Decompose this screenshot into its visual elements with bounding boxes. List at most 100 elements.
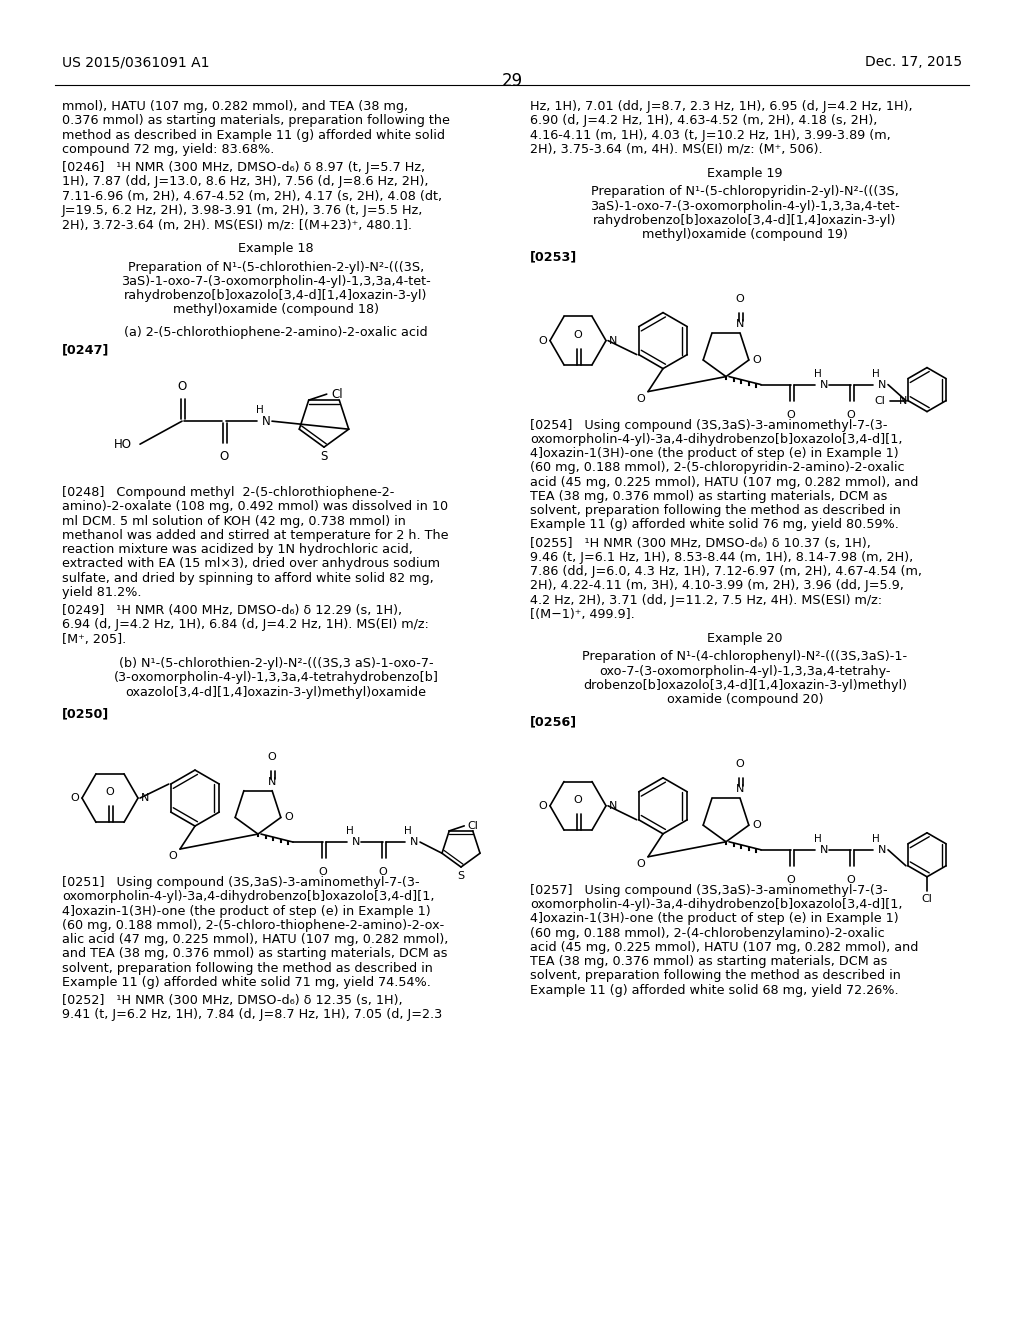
Text: O: O bbox=[786, 409, 796, 420]
Text: 3aS)-1-oxo-7-(3-oxomorpholin-4-yl)-1,3,3a,4-tet-: 3aS)-1-oxo-7-(3-oxomorpholin-4-yl)-1,3,3… bbox=[121, 275, 431, 288]
Text: [0251]   Using compound (3S,3aS)-3-aminomethyl-7-(3-: [0251] Using compound (3S,3aS)-3-aminome… bbox=[62, 876, 420, 890]
Text: Preparation of N¹-(4-chlorophenyl)-N²-(((3S,3aS)-1-: Preparation of N¹-(4-chlorophenyl)-N²-((… bbox=[583, 651, 907, 664]
Text: O: O bbox=[169, 851, 177, 861]
Text: H: H bbox=[346, 826, 354, 836]
Text: [0248]   Compound methyl  2-(5-chlorothiophene-2-: [0248] Compound methyl 2-(5-chlorothioph… bbox=[62, 486, 394, 499]
Text: 29: 29 bbox=[502, 73, 522, 90]
Text: O: O bbox=[267, 751, 276, 762]
Text: 7.11-6.96 (m, 2H), 4.67-4.52 (m, 2H), 4.17 (s, 2H), 4.08 (dt,: 7.11-6.96 (m, 2H), 4.67-4.52 (m, 2H), 4.… bbox=[62, 190, 442, 202]
Text: 6.94 (d, J=4.2 Hz, 1H), 6.84 (d, J=4.2 Hz, 1H). MS(EI) m/z:: 6.94 (d, J=4.2 Hz, 1H), 6.84 (d, J=4.2 H… bbox=[62, 619, 429, 631]
Text: N: N bbox=[820, 845, 828, 855]
Text: O: O bbox=[379, 867, 387, 876]
Text: N: N bbox=[736, 319, 744, 329]
Text: Hz, 1H), 7.01 (dd, J=8.7, 2.3 Hz, 1H), 6.95 (d, J=4.2 Hz, 1H),: Hz, 1H), 7.01 (dd, J=8.7, 2.3 Hz, 1H), 6… bbox=[530, 100, 912, 114]
Text: solvent, preparation following the method as described in: solvent, preparation following the metho… bbox=[530, 969, 901, 982]
Text: O: O bbox=[753, 355, 761, 366]
Text: J=19.5, 6.2 Hz, 2H), 3.98-3.91 (m, 2H), 3.76 (t, J=5.5 Hz,: J=19.5, 6.2 Hz, 2H), 3.98-3.91 (m, 2H), … bbox=[62, 203, 423, 216]
Text: oxomorpholin-4-yl)-3a,4-dihydrobenzo[b]oxazolo[3,4-d][1,: oxomorpholin-4-yl)-3a,4-dihydrobenzo[b]o… bbox=[530, 898, 902, 911]
Text: 4.16-4.11 (m, 1H), 4.03 (t, J=10.2 Hz, 1H), 3.99-3.89 (m,: 4.16-4.11 (m, 1H), 4.03 (t, J=10.2 Hz, 1… bbox=[530, 128, 891, 141]
Text: Cl: Cl bbox=[331, 388, 343, 401]
Text: N: N bbox=[268, 776, 276, 787]
Text: H: H bbox=[256, 405, 264, 416]
Text: sulfate, and dried by spinning to afford white solid 82 mg,: sulfate, and dried by spinning to afford… bbox=[62, 572, 434, 585]
Text: oxo-7-(3-oxomorpholin-4-yl)-1,3,3a,4-tetrahy-: oxo-7-(3-oxomorpholin-4-yl)-1,3,3a,4-tet… bbox=[599, 665, 891, 677]
Text: O: O bbox=[539, 801, 548, 810]
Text: H: H bbox=[814, 368, 822, 379]
Text: 9.41 (t, J=6.2 Hz, 1H), 7.84 (d, J=8.7 Hz, 1H), 7.05 (d, J=2.3: 9.41 (t, J=6.2 Hz, 1H), 7.84 (d, J=8.7 H… bbox=[62, 1008, 442, 1022]
Text: [0257]   Using compound (3S,3aS)-3-aminomethyl-7-(3-: [0257] Using compound (3S,3aS)-3-aminome… bbox=[530, 884, 888, 896]
Text: Example 19: Example 19 bbox=[708, 168, 782, 180]
Text: acid (45 mg, 0.225 mmol), HATU (107 mg, 0.282 mmol), and: acid (45 mg, 0.225 mmol), HATU (107 mg, … bbox=[530, 475, 919, 488]
Text: Preparation of N¹-(5-chloropyridin-2-yl)-N²-(((3S,: Preparation of N¹-(5-chloropyridin-2-yl)… bbox=[591, 185, 899, 198]
Text: 6.90 (d, J=4.2 Hz, 1H), 4.63-4.52 (m, 2H), 4.18 (s, 2H),: 6.90 (d, J=4.2 Hz, 1H), 4.63-4.52 (m, 2H… bbox=[530, 115, 878, 127]
Text: [0249]   ¹H NMR (400 MHz, DMSO-d₆) δ 12.29 (s, 1H),: [0249] ¹H NMR (400 MHz, DMSO-d₆) δ 12.29… bbox=[62, 605, 402, 618]
Text: mmol), HATU (107 mg, 0.282 mmol), and TEA (38 mg,: mmol), HATU (107 mg, 0.282 mmol), and TE… bbox=[62, 100, 409, 114]
Text: N: N bbox=[878, 380, 886, 389]
Text: HO: HO bbox=[114, 438, 132, 450]
Text: Example 18: Example 18 bbox=[239, 243, 313, 255]
Text: (3-oxomorpholin-4-yl)-1,3,3a,4-tetrahydrobenzo[b]: (3-oxomorpholin-4-yl)-1,3,3a,4-tetrahydr… bbox=[114, 672, 438, 684]
Text: O: O bbox=[735, 294, 744, 304]
Text: O: O bbox=[539, 335, 548, 346]
Text: rahydrobenzo[b]oxazolo[3,4-d][1,4]oxazin-3-yl): rahydrobenzo[b]oxazolo[3,4-d][1,4]oxazin… bbox=[124, 289, 428, 302]
Text: 2H), 4.22-4.11 (m, 3H), 4.10-3.99 (m, 2H), 3.96 (dd, J=5.9,: 2H), 4.22-4.11 (m, 3H), 4.10-3.99 (m, 2H… bbox=[530, 579, 904, 593]
Text: and TEA (38 mg, 0.376 mmol) as starting materials, DCM as: and TEA (38 mg, 0.376 mmol) as starting … bbox=[62, 948, 447, 961]
Text: methyl)oxamide (compound 19): methyl)oxamide (compound 19) bbox=[642, 228, 848, 242]
Text: reaction mixture was acidized by 1N hydrochloric acid,: reaction mixture was acidized by 1N hydr… bbox=[62, 544, 413, 556]
Text: Example 11 (g) afforded white solid 71 mg, yield 74.54%.: Example 11 (g) afforded white solid 71 m… bbox=[62, 975, 431, 989]
Text: (60 mg, 0.188 mmol), 2-(5-chloropyridin-2-amino)-2-oxalic: (60 mg, 0.188 mmol), 2-(5-chloropyridin-… bbox=[530, 462, 904, 474]
Text: [(M−1)⁺, 499.9].: [(M−1)⁺, 499.9]. bbox=[530, 609, 635, 620]
Text: (b) N¹-(5-chlorothien-2-yl)-N²-(((3S,3 aS)-1-oxo-7-: (b) N¹-(5-chlorothien-2-yl)-N²-(((3S,3 a… bbox=[119, 657, 433, 671]
Text: N: N bbox=[352, 837, 360, 847]
Text: methanol was added and stirred at temperature for 2 h. The: methanol was added and stirred at temper… bbox=[62, 529, 449, 543]
Text: Example 20: Example 20 bbox=[708, 632, 782, 645]
Text: 4]oxazin-1(3H)-one (the product of step (e) in Example 1): 4]oxazin-1(3H)-one (the product of step … bbox=[62, 904, 431, 917]
Text: Cl: Cl bbox=[468, 821, 478, 830]
Text: O: O bbox=[637, 393, 645, 404]
Text: 2H), 3.72-3.64 (m, 2H). MS(ESI) m/z: [(M+23)⁺, 480.1].: 2H), 3.72-3.64 (m, 2H). MS(ESI) m/z: [(M… bbox=[62, 218, 412, 231]
Text: 4]oxazin-1(3H)-one (the product of step (e) in Example 1): 4]oxazin-1(3H)-one (the product of step … bbox=[530, 447, 899, 461]
Text: [0255]   ¹H NMR (300 MHz, DMSO-d₆) δ 10.37 (s, 1H),: [0255] ¹H NMR (300 MHz, DMSO-d₆) δ 10.37… bbox=[530, 537, 870, 549]
Text: H: H bbox=[872, 368, 880, 379]
Text: N: N bbox=[410, 837, 418, 847]
Text: (60 mg, 0.188 mmol), 2-(5-chloro-thiophene-2-amino)-2-ox-: (60 mg, 0.188 mmol), 2-(5-chloro-thiophe… bbox=[62, 919, 444, 932]
Text: Dec. 17, 2015: Dec. 17, 2015 bbox=[865, 55, 962, 69]
Text: TEA (38 mg, 0.376 mmol) as starting materials, DCM as: TEA (38 mg, 0.376 mmol) as starting mate… bbox=[530, 956, 888, 968]
Text: Cl: Cl bbox=[922, 894, 933, 904]
Text: H: H bbox=[404, 826, 412, 836]
Text: O: O bbox=[105, 787, 115, 797]
Text: (60 mg, 0.188 mmol), 2-(4-chlorobenzylamino)-2-oxalic: (60 mg, 0.188 mmol), 2-(4-chlorobenzylam… bbox=[530, 927, 885, 940]
Text: [0256]: [0256] bbox=[530, 715, 578, 729]
Text: 4]oxazin-1(3H)-one (the product of step (e) in Example 1): 4]oxazin-1(3H)-one (the product of step … bbox=[530, 912, 899, 925]
Text: O: O bbox=[71, 793, 80, 803]
Text: N: N bbox=[141, 793, 150, 803]
Text: O: O bbox=[573, 795, 583, 805]
Text: Cl: Cl bbox=[874, 396, 886, 405]
Text: ml DCM. 5 ml solution of KOH (42 mg, 0.738 mmol) in: ml DCM. 5 ml solution of KOH (42 mg, 0.7… bbox=[62, 515, 406, 528]
Text: [M⁺, 205].: [M⁺, 205]. bbox=[62, 632, 126, 645]
Text: [0246]   ¹H NMR (300 MHz, DMSO-d₆) δ 8.97 (t, J=5.7 Hz,: [0246] ¹H NMR (300 MHz, DMSO-d₆) δ 8.97 … bbox=[62, 161, 425, 174]
Text: oxamide (compound 20): oxamide (compound 20) bbox=[667, 693, 823, 706]
Text: Example 11 (g) afforded white solid 68 mg, yield 72.26%.: Example 11 (g) afforded white solid 68 m… bbox=[530, 983, 899, 997]
Text: yield 81.2%.: yield 81.2%. bbox=[62, 586, 141, 599]
Text: N: N bbox=[609, 335, 617, 346]
Text: Example 11 (g) afforded white solid 76 mg, yield 80.59%.: Example 11 (g) afforded white solid 76 m… bbox=[530, 519, 899, 532]
Text: O: O bbox=[177, 380, 186, 392]
Text: (a) 2-(5-chlorothiophene-2-amino)-2-oxalic acid: (a) 2-(5-chlorothiophene-2-amino)-2-oxal… bbox=[124, 326, 428, 339]
Text: H: H bbox=[872, 834, 880, 843]
Text: TEA (38 mg, 0.376 mmol) as starting materials, DCM as: TEA (38 mg, 0.376 mmol) as starting mate… bbox=[530, 490, 888, 503]
Text: N: N bbox=[609, 801, 617, 810]
Text: N: N bbox=[261, 414, 270, 428]
Text: 9.46 (t, J=6.1 Hz, 1H), 8.53-8.44 (m, 1H), 8.14-7.98 (m, 2H),: 9.46 (t, J=6.1 Hz, 1H), 8.53-8.44 (m, 1H… bbox=[530, 550, 913, 564]
Text: O: O bbox=[847, 875, 855, 884]
Text: S: S bbox=[458, 871, 465, 880]
Text: methyl)oxamide (compound 18): methyl)oxamide (compound 18) bbox=[173, 304, 379, 317]
Text: US 2015/0361091 A1: US 2015/0361091 A1 bbox=[62, 55, 210, 69]
Text: oxomorpholin-4-yl)-3a,4-dihydrobenzo[b]oxazolo[3,4-d][1,: oxomorpholin-4-yl)-3a,4-dihydrobenzo[b]o… bbox=[530, 433, 902, 446]
Text: O: O bbox=[219, 450, 228, 462]
Text: oxazolo[3,4-d][1,4]oxazin-3-yl)methyl)oxamide: oxazolo[3,4-d][1,4]oxazin-3-yl)methyl)ox… bbox=[126, 685, 427, 698]
Text: O: O bbox=[753, 820, 761, 830]
Text: amino)-2-oxalate (108 mg, 0.492 mmol) was dissolved in 10: amino)-2-oxalate (108 mg, 0.492 mmol) wa… bbox=[62, 500, 449, 513]
Text: S: S bbox=[321, 450, 328, 462]
Text: O: O bbox=[735, 759, 744, 770]
